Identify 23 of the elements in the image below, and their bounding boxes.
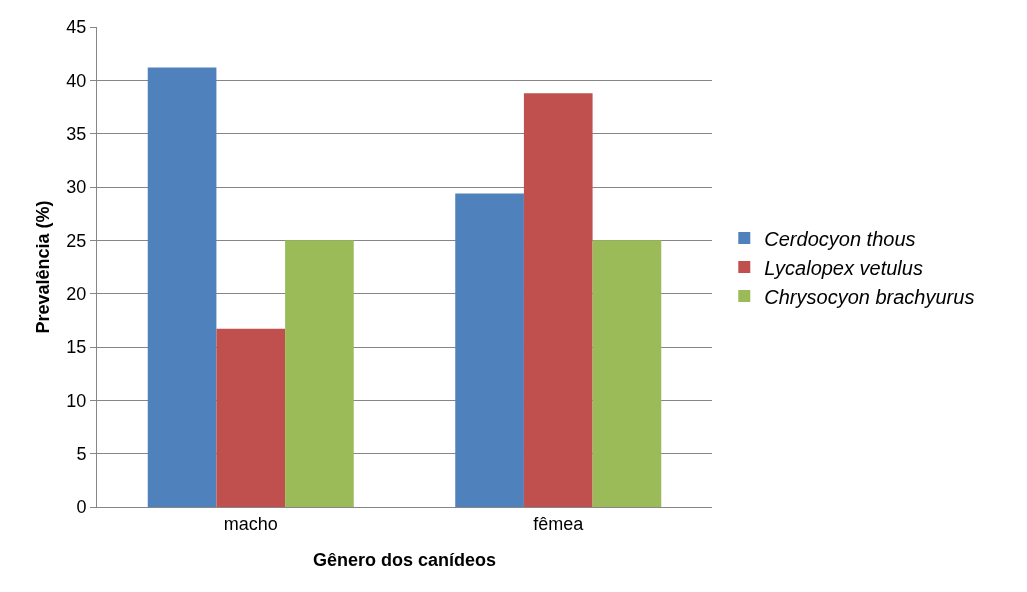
bar: [523, 93, 593, 507]
y-tick-label: 30: [66, 177, 87, 198]
bar: [455, 193, 524, 507]
y-tick-label: 40: [66, 70, 87, 91]
y-tick-label: 5: [76, 443, 87, 464]
x-tick-label: macho: [223, 513, 278, 534]
bar: [285, 240, 354, 507]
legend-label: Cerdocyon thous: [764, 227, 916, 250]
bar: [216, 328, 286, 507]
y-tick-label: 35: [66, 123, 87, 144]
legend-label: Lycalopex vetulus: [764, 256, 923, 279]
y-tick-label: 45: [66, 17, 87, 38]
bar: [592, 240, 662, 507]
legend-label: Chrysocyon brachyurus: [764, 285, 975, 308]
y-tick-label: 25: [66, 230, 87, 251]
x-axis-title: Gênero dos canídeos: [312, 549, 497, 570]
y-tick-label: 0: [76, 497, 87, 518]
y-tick-label: 20: [66, 283, 87, 304]
x-tick-label: fêmea: [533, 513, 585, 534]
y-axis-title: Prevalência (%): [32, 200, 53, 334]
y-tick-label: 15: [66, 337, 87, 358]
bar: [147, 67, 217, 507]
y-tick-label: 10: [66, 390, 87, 411]
